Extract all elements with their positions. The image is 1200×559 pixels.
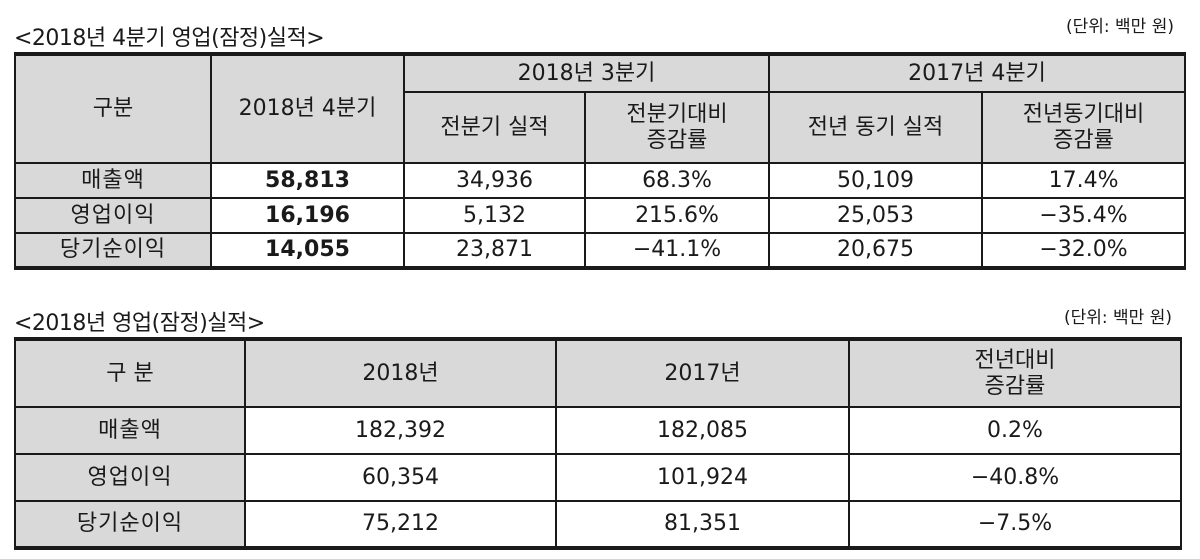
table2-unit: (단위: 백만 원) bbox=[1064, 308, 1172, 328]
cell-prev-quarter: 5,132 bbox=[403, 197, 586, 234]
cell-2018: 60,354 bbox=[244, 453, 557, 502]
cell-2017: 81,351 bbox=[555, 500, 850, 550]
cell-prev-quarter: 23,871 bbox=[403, 232, 586, 270]
quarterly-results-table: 구분 2018년 4분기 2018년 3분기 2017년 4분기 전분기 실적 … bbox=[14, 52, 1187, 270]
row-label: 당기순이익 bbox=[14, 500, 246, 550]
table-row: 당기순이익 14,055 23,871 −41.1% 20,675 −32.0% bbox=[14, 232, 1187, 270]
cell-prev-year-change: 17.4% bbox=[981, 162, 1187, 199]
table-row: 매출액 182,392 182,085 0.2% bbox=[14, 406, 1182, 455]
annual-results-table: 구 분 2018년 2017년 전년대비 증감률 매출액 182,392 182… bbox=[14, 337, 1182, 550]
row-label: 영업이익 bbox=[14, 453, 246, 502]
cell-change: −40.8% bbox=[848, 453, 1182, 502]
table2-title: <2018년 영업(잠정)실적> bbox=[14, 311, 265, 336]
table-row: 영업이익 60,354 101,924 −40.8% bbox=[14, 453, 1182, 502]
header-2018: 2018년 bbox=[244, 337, 557, 408]
header-prev-quarter-group: 2018년 3분기 bbox=[402, 52, 771, 93]
cell-2018: 75,212 bbox=[244, 500, 557, 550]
header-prev-year-result: 전년 동기 실적 bbox=[768, 91, 984, 164]
table-row: 매출액 58,813 34,936 68.3% 50,109 17.4% bbox=[14, 162, 1187, 199]
header-yoy-change: 전년대비 증감률 bbox=[848, 337, 1182, 408]
cell-prev-year-change: −35.4% bbox=[981, 197, 1187, 234]
header-category: 구분 bbox=[14, 52, 212, 164]
cell-prev-quarter-change: 68.3% bbox=[583, 162, 771, 199]
header-prev-quarter-change: 전분기대비 증감률 bbox=[583, 91, 771, 164]
cell-prev-year: 50,109 bbox=[768, 162, 984, 199]
cell-change: −7.5% bbox=[848, 500, 1182, 550]
cell-current: 14,055 bbox=[210, 232, 405, 270]
cell-prev-quarter: 34,936 bbox=[403, 162, 586, 199]
table1-unit: (단위: 백만 원) bbox=[1066, 17, 1174, 37]
table-row: 영업이익 16,196 5,132 215.6% 25,053 −35.4% bbox=[14, 197, 1187, 234]
header-current-quarter: 2018년 4분기 bbox=[210, 52, 405, 164]
cell-prev-quarter-change: 215.6% bbox=[583, 197, 771, 234]
row-label: 매출액 bbox=[14, 406, 246, 455]
row-label: 당기순이익 bbox=[14, 232, 212, 270]
table-row: 당기순이익 75,212 81,351 −7.5% bbox=[14, 500, 1182, 550]
header-category: 구 분 bbox=[14, 337, 246, 408]
cell-change: 0.2% bbox=[848, 406, 1182, 455]
cell-2017: 101,924 bbox=[555, 453, 850, 502]
cell-current: 58,813 bbox=[210, 162, 405, 199]
cell-prev-year: 25,053 bbox=[768, 197, 984, 234]
row-label: 매출액 bbox=[14, 162, 212, 199]
cell-prev-quarter-change: −41.1% bbox=[583, 232, 771, 270]
cell-2017: 182,085 bbox=[555, 406, 850, 455]
cell-current: 16,196 bbox=[210, 197, 405, 234]
table1-title: <2018년 4분기 영업(잠정)실적> bbox=[14, 26, 325, 51]
cell-2018: 182,392 bbox=[244, 406, 557, 455]
cell-prev-year: 20,675 bbox=[768, 232, 984, 270]
header-prev-year-change: 전년동기대비 증감률 bbox=[981, 91, 1187, 164]
cell-prev-year-change: −32.0% bbox=[981, 232, 1187, 270]
row-label: 영업이익 bbox=[14, 197, 212, 234]
header-prev-year-group: 2017년 4분기 bbox=[768, 52, 1187, 93]
header-2017: 2017년 bbox=[555, 337, 850, 408]
header-prev-quarter-result: 전분기 실적 bbox=[403, 91, 586, 164]
